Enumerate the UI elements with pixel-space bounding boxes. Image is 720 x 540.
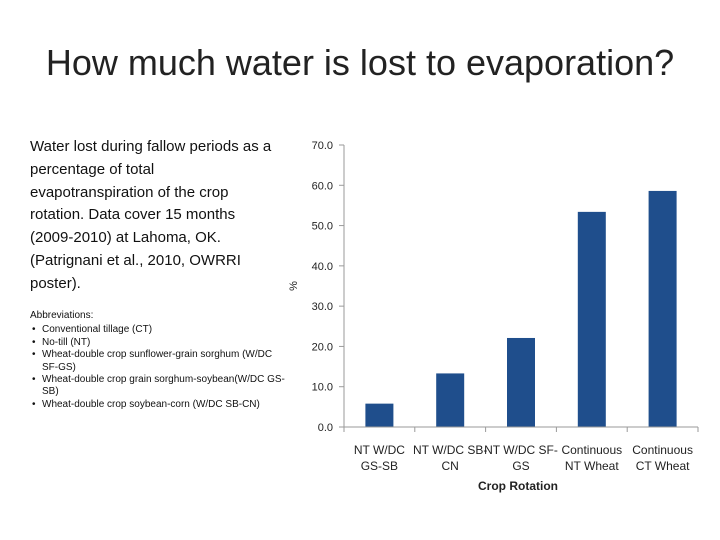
y-tick-label: 0.0 bbox=[318, 422, 333, 434]
y-tick-label: 30.0 bbox=[312, 301, 333, 313]
bar bbox=[436, 373, 465, 427]
abbreviation-item: Conventional tillage (CT) bbox=[30, 324, 290, 337]
x-axis-label: Crop Rotation bbox=[478, 479, 558, 493]
y-tick-label: 60.0 bbox=[312, 180, 333, 192]
bar bbox=[365, 403, 394, 427]
y-tick-label: 10.0 bbox=[312, 382, 333, 394]
y-tick-label: 40.0 bbox=[312, 261, 333, 273]
y-axis-label: % bbox=[288, 281, 300, 291]
bars bbox=[365, 190, 677, 427]
x-tick-label: CT Wheat bbox=[636, 459, 690, 473]
chart-description: Water lost during fallow periods as a pe… bbox=[30, 138, 272, 292]
bar bbox=[577, 211, 606, 427]
abbreviations-box: Abbreviations: Conventional tillage (CT)… bbox=[30, 310, 290, 412]
bar bbox=[648, 190, 677, 427]
x-tick-label: Continuous bbox=[632, 443, 693, 457]
x-tick-label: CN bbox=[442, 459, 459, 473]
y-tick-label: 20.0 bbox=[312, 341, 333, 353]
x-tick-label: NT W/DC SB- bbox=[413, 443, 487, 457]
x-tick-label: NT Wheat bbox=[565, 459, 619, 473]
x-tick-label: GS-SB bbox=[361, 459, 398, 473]
abbreviation-item: Wheat-double crop sunflower-grain sorghu… bbox=[30, 349, 290, 374]
y-tick-label: 70.0 bbox=[312, 140, 333, 152]
x-tick-label: Continuous bbox=[561, 443, 622, 457]
abbreviation-item: Wheat-double crop grain sorghum-soybean(… bbox=[30, 374, 290, 399]
bar bbox=[507, 337, 535, 427]
x-tick-label: NT W/DC SF- bbox=[484, 443, 558, 457]
slide-title: How much water is lost to evaporation? bbox=[45, 42, 675, 83]
y-tick-label: 50.0 bbox=[312, 221, 333, 233]
x-axis: NT W/DC GS-SB NT W/DC SB- CN NT W/DC SF- GS Co… bbox=[343, 426, 699, 473]
y-axis: 0.0 10.0 20.0 30.0 40.0 50.0 60.0 70.0 bbox=[312, 140, 345, 434]
x-tick-label: GS bbox=[512, 459, 529, 473]
abbreviation-item: No-till (NT) bbox=[30, 337, 290, 350]
abbreviation-item: Wheat-double crop soybean-corn (W/DC SB-… bbox=[30, 399, 290, 412]
abbreviations-list: Conventional tillage (CT) No-till (NT) W… bbox=[30, 324, 290, 411]
x-tick-label: NT W/DC bbox=[354, 443, 405, 457]
abbreviations-heading: Abbreviations: bbox=[30, 310, 94, 321]
